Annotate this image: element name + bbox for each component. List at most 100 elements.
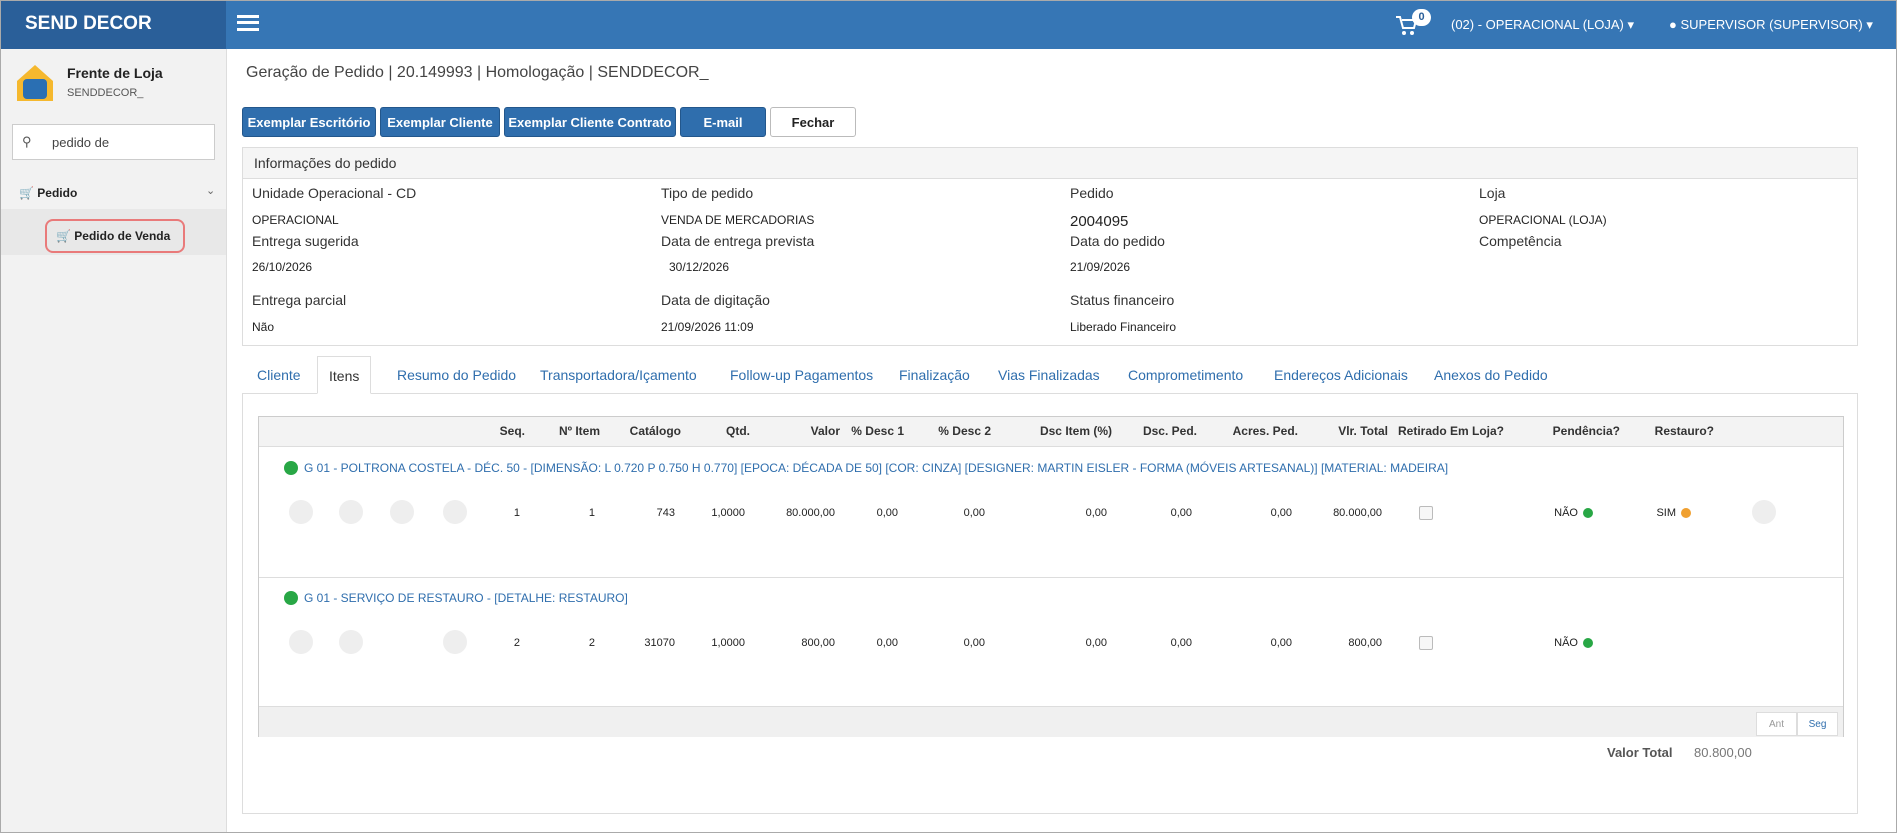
field-label: Entrega sugerida bbox=[252, 233, 359, 249]
submenu-label: 🛒 Pedido de Venda bbox=[56, 229, 171, 243]
cell: 2 bbox=[588, 637, 595, 649]
cell: 31070 bbox=[644, 637, 675, 649]
icon-tag[interactable] bbox=[390, 500, 414, 524]
tab[interactable]: Itens bbox=[317, 356, 372, 394]
cell: 0,00 bbox=[1170, 637, 1192, 649]
button[interactable]: Fechar bbox=[770, 107, 856, 137]
tab[interactable]: Cliente bbox=[257, 367, 301, 383]
cell: 743 bbox=[656, 507, 675, 519]
column-header: % Desc 1 bbox=[851, 424, 904, 438]
field-value: 26/10/2026 bbox=[252, 260, 313, 274]
cell: 1,0000 bbox=[711, 637, 745, 649]
button[interactable]: Exemplar Escritório bbox=[242, 107, 376, 137]
table-footer bbox=[259, 706, 1843, 737]
pendencia: NÃO bbox=[1554, 507, 1578, 519]
button[interactable]: E-mail bbox=[680, 107, 766, 137]
cell: 0,00 bbox=[1270, 507, 1292, 519]
logo bbox=[17, 65, 53, 101]
cell: 1,0000 bbox=[711, 507, 745, 519]
restauro-dot bbox=[1681, 508, 1691, 518]
cell: 1 bbox=[513, 507, 520, 519]
field-label: Tipo de pedido bbox=[661, 185, 754, 201]
field-value: Não bbox=[252, 320, 275, 334]
column-header: Seq. bbox=[499, 424, 525, 438]
submenu-text: Pedido de Venda bbox=[74, 229, 171, 243]
submenu-item[interactable] bbox=[45, 219, 185, 253]
field-label: Loja bbox=[1479, 185, 1506, 201]
cell: 80.000,00 bbox=[786, 507, 835, 519]
icon-settings[interactable] bbox=[443, 500, 467, 524]
pendencia-dot bbox=[1583, 508, 1593, 518]
group-description: G 01 - SERVIÇO DE RESTAURO - [DETALHE: R… bbox=[304, 591, 628, 605]
icon-settings[interactable] bbox=[443, 630, 467, 654]
column-header: Dsc Item (%) bbox=[1039, 424, 1112, 438]
top-bar bbox=[226, 1, 1896, 49]
tab[interactable]: Resumo do Pedido bbox=[397, 367, 517, 383]
brand[interactable]: SEND DECOR bbox=[25, 13, 152, 34]
pendencia: NÃO bbox=[1554, 637, 1578, 649]
info-title: Informações do pedido bbox=[254, 155, 397, 171]
field-value: 2004095 bbox=[1070, 213, 1129, 230]
field-label: Data de entrega prevista bbox=[661, 233, 815, 249]
field-label: Data de digitação bbox=[661, 292, 770, 308]
sidebar-subtitle: SENDDECOR_ bbox=[67, 87, 144, 99]
cell: 80.000,00 bbox=[1333, 507, 1382, 519]
cell: 0,00 bbox=[1170, 507, 1192, 519]
column-header: Valor bbox=[810, 424, 840, 438]
field-value: OPERACIONAL bbox=[252, 213, 339, 227]
cart-count: 0 bbox=[1412, 9, 1431, 26]
menu-pedido[interactable]: 🛒 Pedido bbox=[19, 186, 78, 200]
column-header: % Desc 2 bbox=[938, 424, 991, 438]
unit-selector[interactable]: (02) - OPERACIONAL (LOJA) ▾ bbox=[1451, 17, 1635, 32]
cell: 0,00 bbox=[876, 507, 898, 519]
icon-search[interactable] bbox=[289, 630, 313, 654]
button[interactable]: Exemplar Cliente bbox=[380, 107, 500, 137]
tab[interactable]: Anexos do Pedido bbox=[1434, 367, 1548, 383]
icon-info[interactable] bbox=[1752, 500, 1776, 524]
field-value: 21/09/2026 11:09 bbox=[661, 320, 754, 334]
tab[interactable]: Follow-up Pagamentos bbox=[730, 367, 874, 383]
pendencia-dot bbox=[1583, 638, 1593, 648]
total-label: Valor Total bbox=[1607, 745, 1673, 760]
info-header bbox=[243, 148, 1857, 179]
status-ok bbox=[284, 591, 298, 605]
tab[interactable]: Transportadora/Içamento bbox=[540, 367, 697, 383]
info-panel bbox=[242, 147, 1858, 346]
icon-search[interactable] bbox=[289, 500, 313, 524]
column-header: Retirado Em Loja? bbox=[1397, 424, 1504, 438]
icon-history[interactable] bbox=[339, 630, 363, 654]
column-header: Vlr. Total bbox=[1338, 424, 1388, 438]
cell: 0,00 bbox=[1270, 637, 1292, 649]
column-header: Qtd. bbox=[726, 424, 750, 438]
checkbox[interactable] bbox=[1419, 506, 1433, 520]
cell: 0,00 bbox=[876, 637, 898, 649]
sidebar-title: Frente de Loja bbox=[67, 65, 163, 81]
cell: 0,00 bbox=[963, 507, 985, 519]
checkbox[interactable] bbox=[1419, 636, 1433, 650]
user: SUPERVISOR (SUPERVISOR) bbox=[1680, 17, 1863, 32]
page-title: Geração de Pedido | 20.149993 | Homologa… bbox=[246, 64, 709, 81]
cell: 800,00 bbox=[801, 637, 835, 649]
user-menu[interactable]: ● SUPERVISOR (SUPERVISOR) ▾ bbox=[1669, 17, 1873, 32]
tab[interactable]: Finalização bbox=[899, 367, 970, 383]
field-label: Status financeiro bbox=[1070, 292, 1175, 308]
menu-toggle[interactable] bbox=[237, 15, 259, 31]
page-button[interactable]: Seg bbox=[1797, 712, 1838, 736]
menu-label: Pedido bbox=[37, 186, 78, 200]
cell: 0,00 bbox=[1085, 507, 1107, 519]
unit: (02) - OPERACIONAL (LOJA) bbox=[1451, 17, 1624, 32]
column-header: Nº Item bbox=[558, 424, 600, 438]
button[interactable]: Exemplar Cliente Contrato bbox=[504, 107, 676, 137]
tab[interactable]: Vias Finalizadas bbox=[998, 367, 1100, 383]
page-button[interactable]: Ant bbox=[1756, 712, 1797, 736]
column-header: Acres. Ped. bbox=[1232, 424, 1298, 438]
tab[interactable]: Endereços Adicionais bbox=[1274, 367, 1408, 383]
icon-history[interactable] bbox=[339, 500, 363, 524]
submenu-bg bbox=[1, 209, 226, 255]
sidebar bbox=[1, 49, 227, 832]
cell: 1 bbox=[588, 507, 595, 519]
restauro: SIM bbox=[1656, 507, 1676, 519]
field-value: 30/12/2026 bbox=[669, 260, 730, 274]
search-box[interactable] bbox=[12, 124, 215, 160]
tab[interactable]: Comprometimento bbox=[1128, 367, 1244, 383]
